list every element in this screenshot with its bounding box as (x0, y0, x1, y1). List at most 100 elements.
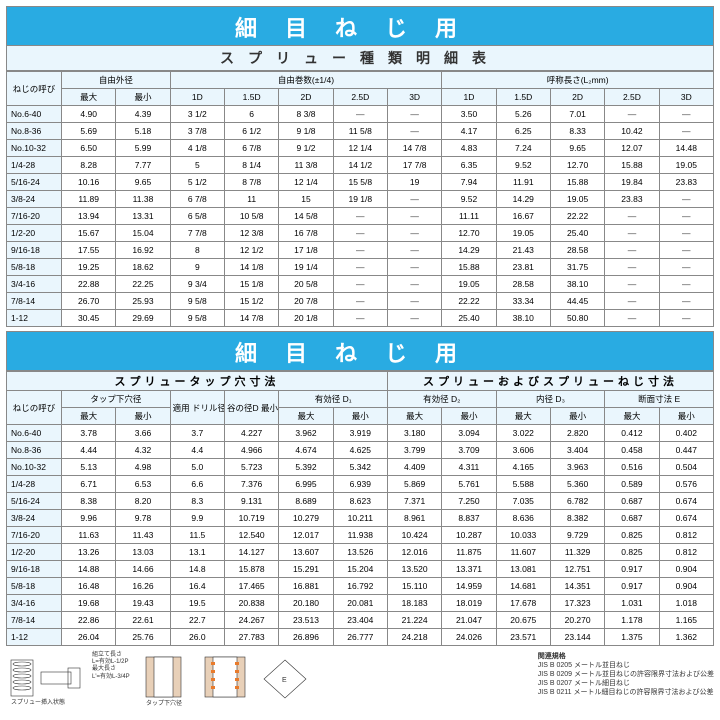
cell: 4.90 (62, 106, 116, 123)
cell: 8.3 (170, 493, 224, 510)
row-name: 1/2-20 (7, 544, 62, 561)
cell: — (387, 293, 441, 310)
cell: 24.267 (224, 612, 278, 629)
cell: 17 7/8 (387, 157, 441, 174)
section-title-2: 細目ねじ用 (6, 331, 714, 371)
cell: 26.04 (62, 629, 116, 646)
table-row: 3/8-249.969.789.910.71910.27910.2118.961… (7, 510, 714, 527)
cell: 3.094 (442, 425, 496, 442)
cell: 19.68 (62, 595, 116, 612)
cell: 15.204 (333, 561, 387, 578)
cell: 4 1/8 (170, 140, 224, 157)
cell: 2.820 (550, 425, 604, 442)
cell: 38.10 (496, 310, 550, 327)
cell: 18.62 (116, 259, 170, 276)
cell: 9 1/2 (279, 140, 333, 157)
cell: 6.71 (62, 476, 116, 493)
cell: 8.20 (116, 493, 170, 510)
cell: 44.45 (550, 293, 604, 310)
sub-hdr: 最大 (62, 89, 116, 106)
cell: 0.412 (605, 425, 659, 442)
cell: 12.540 (224, 527, 278, 544)
cell: 19 1/8 (333, 191, 387, 208)
table-row: No.10-325.134.985.05.7235.3925.3424.4094… (7, 459, 714, 476)
row-name: 1/4-28 (7, 476, 62, 493)
cell: — (659, 208, 713, 225)
spec-table-1: ねじの呼び 自由外径 自由巻数(±1/4) 呼称長さ(L₂mm) 最大最小1D1… (6, 71, 714, 327)
row-name: 5/8-18 (7, 259, 62, 276)
cell: 8 3/8 (279, 106, 333, 123)
row-name: 9/16-18 (7, 242, 62, 259)
cell: 6.50 (62, 140, 116, 157)
cell: 9.65 (550, 140, 604, 157)
sub-hdr: 最小 (116, 408, 170, 425)
svg-text:E: E (282, 677, 287, 684)
cell: 11 5/8 (333, 123, 387, 140)
cell: 6 7/8 (170, 191, 224, 208)
cell: 0.904 (659, 561, 713, 578)
cell: 23.513 (279, 612, 333, 629)
cell: 10.719 (224, 510, 278, 527)
cell: — (333, 310, 387, 327)
cell: 12.017 (279, 527, 333, 544)
cell: — (387, 123, 441, 140)
cell: 25.40 (550, 225, 604, 242)
sub-hdr: 3D (387, 89, 441, 106)
cell: — (333, 225, 387, 242)
table-row: 7/16-2011.6311.4311.512.54012.01711.9381… (7, 527, 714, 544)
cell: 22.22 (550, 208, 604, 225)
cell: 5.588 (496, 476, 550, 493)
cell: 33.34 (496, 293, 550, 310)
cell: 26.777 (333, 629, 387, 646)
cell: 0.904 (659, 578, 713, 595)
cell: 4.966 (224, 442, 278, 459)
cell: 27.783 (224, 629, 278, 646)
cell: — (387, 208, 441, 225)
cell: 7.01 (550, 106, 604, 123)
cell: 19.05 (496, 225, 550, 242)
cell: 13.607 (279, 544, 333, 561)
cell: 8.382 (550, 510, 604, 527)
cell: 6.782 (550, 493, 604, 510)
cell: — (387, 106, 441, 123)
cell: 1.165 (659, 612, 713, 629)
row-name: 3/4-16 (7, 595, 62, 612)
cell: 31.75 (550, 259, 604, 276)
cell: 5.0 (170, 459, 224, 476)
row-name: 9/16-18 (7, 561, 62, 578)
cell: 10.279 (279, 510, 333, 527)
cell: 30.45 (62, 310, 116, 327)
cell: 3.709 (442, 442, 496, 459)
cell: 4.4 (170, 442, 224, 459)
table-row: 1/4-288.287.7758 1/411 3/814 1/217 7/86.… (7, 157, 714, 174)
cell: 20 1/8 (279, 310, 333, 327)
cell: 13.94 (62, 208, 116, 225)
footer-diagrams: スプリュー挿入状態 組立て長さ L=有効L-1/2P 最大長さ L'=有効L-3… (6, 652, 714, 707)
cell: 0.917 (605, 561, 659, 578)
cell: 7.77 (116, 157, 170, 174)
cell: 10.287 (442, 527, 496, 544)
sub-hdr: 最大 (496, 408, 550, 425)
cell: 17.323 (550, 595, 604, 612)
table-row: 3/4-1622.8822.259 3/415 1/820 5/8——19.05… (7, 276, 714, 293)
cell: 13.526 (333, 544, 387, 561)
cell: — (333, 208, 387, 225)
cell: 7.035 (496, 493, 550, 510)
cell: 25.76 (116, 629, 170, 646)
cell: 0.576 (659, 476, 713, 493)
row-name: 3/4-16 (7, 276, 62, 293)
cell: 11.5 (170, 527, 224, 544)
row-name: 7/8-14 (7, 293, 62, 310)
section-subtitle-1: スプリュー種類明細表 (6, 46, 714, 71)
row-name: 5/8-18 (7, 578, 62, 595)
sub-hdr: 最大 (387, 408, 441, 425)
cell: — (387, 310, 441, 327)
cell: 16.92 (116, 242, 170, 259)
row-name: 5/16-24 (7, 174, 62, 191)
cell: 3.404 (550, 442, 604, 459)
cell: 0.504 (659, 459, 713, 476)
hdr-name: ねじの呼び (7, 72, 62, 106)
table-row: 7/8-1422.8622.6122.724.26723.51323.40421… (7, 612, 714, 629)
cell: 24.026 (442, 629, 496, 646)
cell: 7 7/8 (170, 225, 224, 242)
